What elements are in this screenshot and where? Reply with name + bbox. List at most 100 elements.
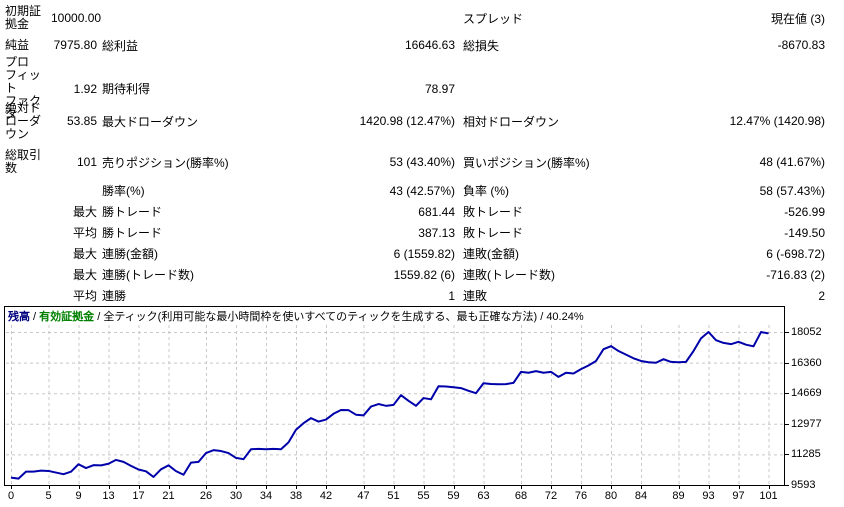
x-axis-tick [206, 486, 207, 489]
x-axis-label: 13 [102, 490, 115, 502]
stat-label: スプレッド [463, 11, 524, 26]
x-axis-tick [108, 486, 110, 489]
x-axis-label: 80 [604, 490, 618, 502]
x-axis-label: 5 [45, 490, 52, 502]
stat-label: 平均 [72, 289, 97, 303]
stat-value: 387.13 [418, 225, 455, 240]
stat-label: 連勝 [102, 289, 127, 303]
stat-label: 純益 [5, 37, 30, 52]
stat-row: プロ フィット ファクタ 1.92 期待利得 78.97 [5, 56, 825, 121]
x-axis-tick [453, 486, 455, 489]
legend-balance-label: 残高 [8, 311, 30, 323]
stat-row: 最大 連勝(金額) 6 (1559.82) 連敗(金額) 6 (-698.72) [5, 243, 825, 264]
y-axis-tick [785, 332, 789, 333]
legend-separator: / [94, 311, 104, 323]
stat-label: 買いポジション(勝率%) [463, 155, 590, 170]
stat-row: 最大 連勝(トレード数) 1559.82 (6) 連敗(トレード数) -716.… [5, 264, 825, 285]
stat-label: 負率 (%) [463, 184, 509, 198]
y-axis-label: 14669 [791, 387, 822, 400]
stat-label: 連敗(トレード数) [463, 268, 555, 282]
x-axis-label: 30 [229, 490, 243, 502]
stat-label: 初期証 拠金 [5, 4, 42, 31]
stat-value: 1420.98 (12.47%) [359, 114, 455, 128]
stat-value: 53 (43.40%) [389, 155, 455, 169]
legend-equity-label: 有効証拠金 [39, 311, 95, 323]
stat-value: 48 (41.67%) [759, 155, 825, 169]
x-axis-label: 63 [477, 490, 490, 502]
stat-value: 1 [448, 288, 455, 303]
stat-label: 期待利得 [102, 82, 151, 96]
stat-row: 平均 勝トレード 387.13 敗トレード -149.50 [5, 222, 825, 243]
stat-label: 連勝(トレード数) [102, 268, 194, 282]
x-axis-label: 84 [634, 490, 648, 502]
x-axis-tick [483, 486, 485, 489]
stat-label: 絶対ド ローダ ウン [5, 100, 42, 141]
x-axis-tick [78, 486, 80, 489]
x-axis-label: 101 [759, 490, 778, 502]
stat-value: 78.97 [424, 81, 455, 96]
stat-label: プロ フィット ファクタ [5, 55, 42, 121]
x-axis-label: 9 [75, 490, 82, 502]
legend-modeling-quality: 40.24% [546, 311, 584, 323]
stat-value: 53.85 [66, 114, 97, 128]
stat-label: 敗トレード [463, 226, 524, 240]
y-axis-label: 16360 [791, 356, 822, 369]
y-axis-tick [785, 454, 789, 456]
y-axis-tick [785, 393, 789, 395]
stat-value: 6 (-698.72) [766, 246, 825, 261]
stat-row: 初期証 拠金 10000.00 スプレッド 現在値 (3) [5, 2, 825, 34]
stat-value: 101 [76, 155, 97, 169]
stat-label: 最大 [72, 247, 97, 261]
x-axis-label: 51 [387, 490, 400, 502]
stat-value: 2 [818, 288, 825, 303]
x-axis-label: 97 [732, 490, 745, 502]
y-axis-label: 18052 [791, 326, 822, 338]
stat-row: 勝率(%) 43 (42.57%) 負率 (%) 58 (57.43%) [5, 180, 825, 201]
x-axis-tick [363, 486, 365, 489]
x-axis-tick [326, 486, 327, 489]
stat-label: 勝トレード [102, 226, 163, 240]
stat-label: 売りポジション(勝率%) [102, 155, 229, 170]
stat-label: 最大ドローダウン [102, 114, 199, 129]
x-axis-tick [708, 486, 710, 489]
stat-row: 最大 勝トレード 681.44 敗トレード -526.99 [5, 201, 825, 222]
x-axis-tick [11, 486, 12, 489]
stat-value: 16646.63 [404, 38, 455, 52]
stat-value: 1.92 [73, 81, 97, 96]
stat-label: 連勝(金額) [102, 247, 158, 261]
stat-row: 平均 連勝 1 連敗 2 [5, 285, 825, 306]
x-axis-label: 93 [702, 490, 715, 502]
stat-label: 勝トレード [102, 205, 163, 219]
stat-row: 純益 7975.80 総利益 16646.63 総損失 -8670.83 [5, 34, 825, 56]
y-axis-tick [785, 362, 789, 364]
x-axis-tick [48, 486, 50, 489]
stat-label: 連敗(金額) [463, 247, 519, 261]
x-axis-label: 59 [447, 490, 460, 502]
stat-value: 7975.80 [53, 38, 97, 52]
stat-row: 絶対ド ローダ ウン 53.85 最大ドローダウン 1420.98 (12.47… [5, 98, 825, 144]
x-axis-label: 76 [574, 490, 588, 502]
x-axis-tick [678, 486, 680, 489]
stat-label: 最大 [72, 205, 97, 219]
y-axis-tick [785, 485, 789, 486]
stat-value: -149.50 [784, 225, 825, 240]
x-axis-tick [551, 486, 552, 489]
stat-label: 連敗 [463, 289, 488, 303]
x-axis-tick [768, 486, 770, 489]
x-axis-tick [581, 486, 582, 489]
balance-curve [6, 325, 783, 485]
stat-value: 6 (1559.82) [393, 246, 455, 261]
y-axis-label: 11285 [791, 448, 821, 461]
balance-chart: 残高 / 有効証拠金 / 全ティック(利用可能な最小時間枠を使いすべてのティック… [4, 306, 785, 486]
stat-value: -716.83 (2) [766, 267, 825, 282]
stat-label: 総取引 数 [5, 148, 42, 175]
legend-separator: / [537, 311, 547, 323]
legend-separator: / [30, 311, 40, 323]
x-axis-label: 0 [7, 490, 15, 502]
x-axis-tick [611, 486, 612, 489]
stat-label: 最大 [72, 268, 97, 282]
x-axis-label: 34 [259, 490, 273, 502]
x-axis-tick [738, 486, 740, 489]
x-axis-label: 26 [199, 490, 213, 502]
stat-value: 12.47% (1420.98) [729, 114, 825, 128]
